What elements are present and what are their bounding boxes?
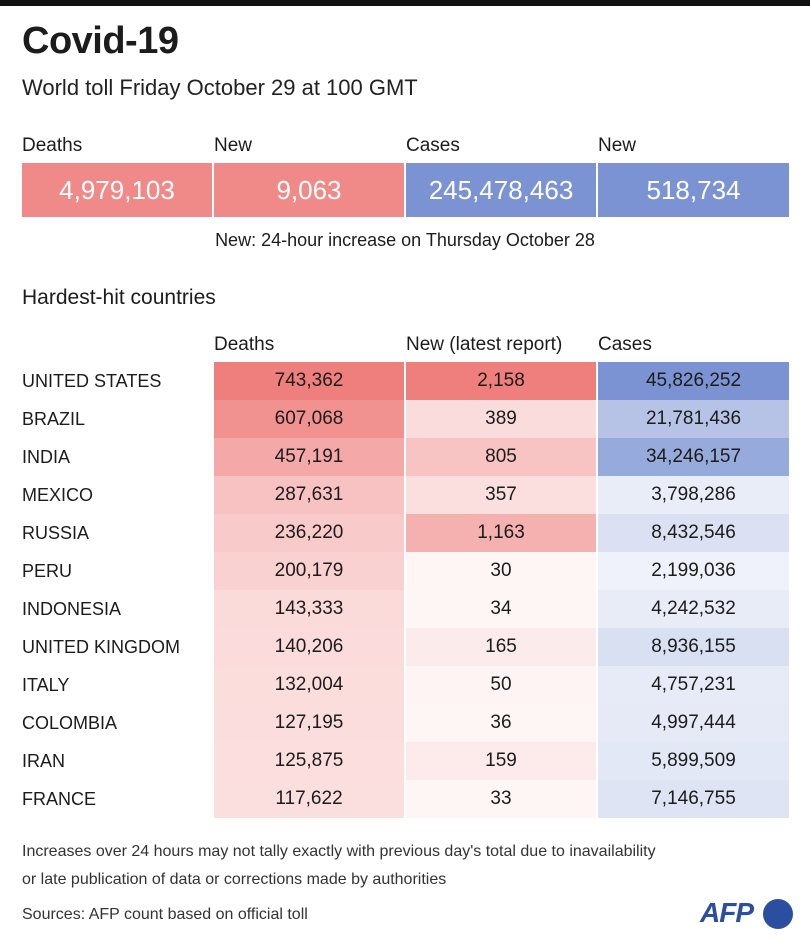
row-country-label: BRAZIL [22, 409, 86, 429]
cell-deaths: 457,191 [214, 438, 404, 476]
cell-deaths: 143,333 [214, 590, 404, 628]
source-note: Sources: AFP count based on official tol… [22, 906, 308, 923]
afp-logo-dot [763, 899, 793, 929]
row-country-label: INDIA [22, 447, 71, 467]
row-country-label: MEXICO [22, 485, 94, 505]
section-title: Hardest-hit countries [22, 286, 216, 309]
cell-deaths: 140,206 [214, 628, 404, 666]
row-country-label: ITALY [22, 675, 70, 695]
column-header-new: New (latest report) [406, 334, 563, 355]
cell-cases: 4,242,532 [598, 590, 789, 628]
cell-deaths: 117,622 [214, 780, 404, 818]
row-country-label: INDONESIA [22, 599, 122, 619]
cell-deaths: 607,068 [214, 400, 404, 438]
row-country-label: FRANCE [22, 789, 97, 809]
cell-cases: 8,936,155 [598, 628, 789, 666]
summary-note: New: 24-hour increase on Thursday Octobe… [215, 230, 595, 250]
summary-label-new-cases: New [598, 135, 637, 156]
footnote-line-2: or late publication of data or correctio… [22, 871, 447, 888]
cell-cases: 3,798,286 [598, 476, 789, 514]
row-country-label: UNITED STATES [22, 371, 162, 391]
row-country-label: IRAN [22, 751, 66, 771]
cell-cases: 4,997,444 [598, 704, 789, 742]
summary-label-deaths: Deaths [22, 135, 83, 156]
cell-cases: 8,432,546 [598, 514, 789, 552]
cell-new: 165 [406, 628, 596, 666]
footnote-line-1: Increases over 24 hours may not tally ex… [22, 843, 656, 860]
cell-new: 1,163 [406, 514, 596, 552]
summary-cases-value: 245,478,463 [406, 163, 596, 217]
row-country-label: RUSSIA [22, 523, 90, 543]
afp-logo: AFP [700, 897, 754, 928]
cell-new: 159 [406, 742, 596, 780]
top-bar [0, 0, 810, 6]
cell-cases: 5,899,509 [598, 742, 789, 780]
page-title: Covid-19 [22, 20, 179, 62]
summary-label-new-deaths: New [214, 135, 253, 156]
cell-cases: 7,146,755 [598, 780, 789, 818]
summary-new-cases-value: 518,734 [598, 163, 789, 217]
cell-cases: 45,826,252 [598, 362, 789, 400]
cell-deaths: 125,875 [214, 742, 404, 780]
cell-deaths: 132,004 [214, 666, 404, 704]
row-country-label: UNITED KINGDOM [22, 637, 181, 657]
cell-cases: 34,246,157 [598, 438, 789, 476]
cell-new: 33 [406, 780, 596, 818]
cell-new: 357 [406, 476, 596, 514]
row-country-label: COLOMBIA [22, 713, 118, 733]
row-country-label: PERU [22, 561, 73, 581]
cell-new: 805 [406, 438, 596, 476]
column-header-cases: Cases [598, 334, 652, 355]
cell-cases: 4,757,231 [598, 666, 789, 704]
cell-new: 50 [406, 666, 596, 704]
cell-deaths: 743,362 [214, 362, 404, 400]
summary-label-cases: Cases [406, 135, 460, 156]
cell-deaths: 287,631 [214, 476, 404, 514]
summary-deaths-value: 4,979,103 [22, 163, 212, 217]
cell-cases: 21,781,436 [598, 400, 789, 438]
cell-cases: 2,199,036 [598, 552, 789, 590]
cell-deaths: 200,179 [214, 552, 404, 590]
column-header-deaths: Deaths [214, 334, 275, 355]
footnote: Increases over 24 hours may not tally ex… [22, 838, 722, 894]
cell-deaths: 127,195 [214, 704, 404, 742]
cell-deaths: 236,220 [214, 514, 404, 552]
cell-new: 30 [406, 552, 596, 590]
cell-new: 2,158 [406, 362, 596, 400]
cell-new: 36 [406, 704, 596, 742]
summary-new-deaths-value: 9,063 [214, 163, 404, 217]
cell-new: 34 [406, 590, 596, 628]
cell-new: 389 [406, 400, 596, 438]
page-subtitle: World toll Friday October 29 at 100 GMT [22, 75, 418, 100]
